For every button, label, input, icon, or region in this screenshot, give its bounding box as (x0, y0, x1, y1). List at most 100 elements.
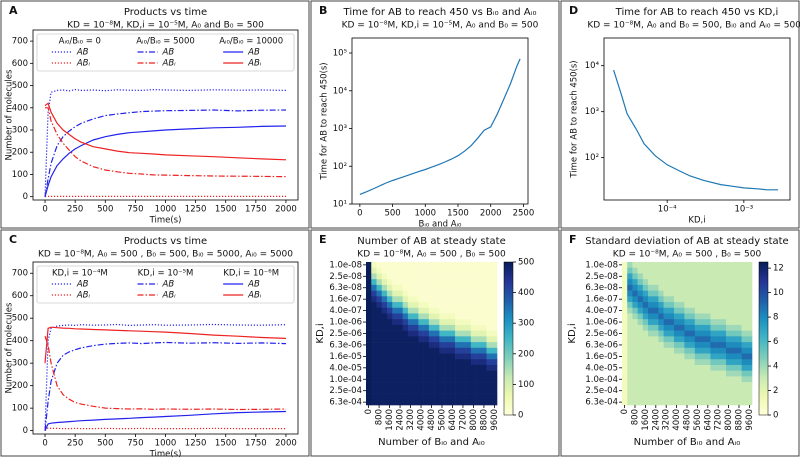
legend-title: KD,i = 10⁻⁵M (138, 269, 194, 279)
heat-cell (418, 359, 424, 366)
heat-cell (381, 319, 388, 326)
legend-label: AB (76, 48, 89, 58)
heat-cell (418, 342, 424, 349)
heat-cell (491, 364, 498, 371)
heat-cell (428, 313, 435, 320)
heat-cell (376, 342, 383, 349)
heat-cell (679, 296, 685, 303)
heat-cell (731, 347, 737, 354)
x-tick-label: 1500 (447, 209, 469, 219)
heat-cell (449, 273, 456, 280)
heat-cell (622, 399, 628, 406)
heat-cell (627, 307, 633, 314)
legend-label: ABᵢ (76, 291, 91, 301)
heat-cell (694, 279, 701, 286)
heat-cell (731, 290, 737, 297)
heat-cell (642, 262, 649, 269)
heat-cell (679, 262, 685, 269)
heat-cell (674, 307, 680, 314)
heat-cell (715, 319, 722, 326)
heat-cell (402, 330, 409, 337)
heat-cell (371, 279, 377, 286)
heat-cell (476, 319, 482, 326)
heat-cell (386, 393, 393, 400)
heat-cell (407, 330, 414, 337)
heat-cell (491, 353, 498, 360)
heat-cell (705, 364, 711, 371)
heat-cell (371, 336, 377, 343)
heat-cell (627, 279, 633, 286)
heat-cell (741, 364, 748, 371)
heat-cell (439, 273, 445, 280)
heat-cell (679, 347, 685, 354)
heat-cell (371, 347, 377, 354)
heat-cell (648, 302, 654, 309)
heat-cell (366, 347, 372, 354)
heat-cell (632, 284, 638, 291)
heat-cell (481, 324, 487, 331)
heat-cell (653, 267, 659, 274)
heat-cell (455, 342, 461, 349)
heat-cell (470, 359, 477, 366)
heat-cell (366, 290, 372, 297)
heat-cell (423, 290, 430, 297)
heat-cell (726, 273, 732, 280)
heat-cell (663, 359, 670, 366)
heat-cell (460, 307, 466, 314)
heat-cell (705, 262, 711, 269)
heat-cell (491, 273, 498, 280)
heat-cell (413, 342, 419, 349)
heat-cell (715, 353, 722, 360)
heat-cell (746, 262, 753, 269)
heat-cell (423, 307, 430, 314)
heat-cell (423, 279, 430, 286)
heat-cell (423, 319, 430, 326)
heat-cell (720, 324, 727, 331)
heat-cell (413, 393, 419, 400)
heat-cell (491, 393, 498, 400)
heat-cell (366, 342, 372, 349)
heat-cell (731, 393, 737, 400)
heat-cell (679, 319, 685, 326)
heat-cell (627, 330, 633, 337)
heat-cell (700, 262, 706, 269)
colorbar-tick-label: 0 (518, 411, 523, 421)
x-tick-label: 1500 (215, 439, 237, 449)
heat-cell (710, 382, 716, 389)
heat-cell (381, 302, 388, 309)
heat-cell (423, 347, 430, 354)
heat-cell (366, 399, 372, 406)
heat-cell (444, 267, 451, 274)
y-tick-label: 0 (23, 426, 28, 436)
heat-cell (434, 324, 440, 331)
heat-cell (720, 364, 727, 371)
heat-cell (455, 330, 461, 337)
heat-cell (428, 370, 435, 377)
heat-cell (679, 273, 685, 280)
x-tick-label: 4000 (672, 409, 682, 431)
heat-cell (710, 324, 716, 331)
heat-cell (376, 399, 383, 406)
heat-cell (371, 382, 377, 389)
heat-cell (476, 307, 482, 314)
heat-cell (481, 319, 487, 326)
heat-cell (736, 307, 742, 314)
heat-cell (476, 347, 482, 354)
heat-cell (705, 279, 711, 286)
heat-cell (366, 296, 372, 303)
heat-cell (632, 319, 638, 326)
x-tick-label: 6400 (703, 409, 713, 431)
heat-cell (668, 262, 675, 269)
y-tick-label: 400 (12, 103, 28, 113)
heat-cell (371, 267, 377, 274)
heat-cell (689, 307, 696, 314)
heat-cell (684, 273, 690, 280)
heat-cell (449, 262, 456, 269)
heat-cell (491, 347, 498, 354)
heat-cell (465, 267, 472, 274)
heat-cell (449, 296, 456, 303)
heat-cell (736, 273, 742, 280)
heat-cell (392, 353, 398, 360)
heat-cell (679, 399, 685, 406)
heat-cell (460, 267, 466, 274)
